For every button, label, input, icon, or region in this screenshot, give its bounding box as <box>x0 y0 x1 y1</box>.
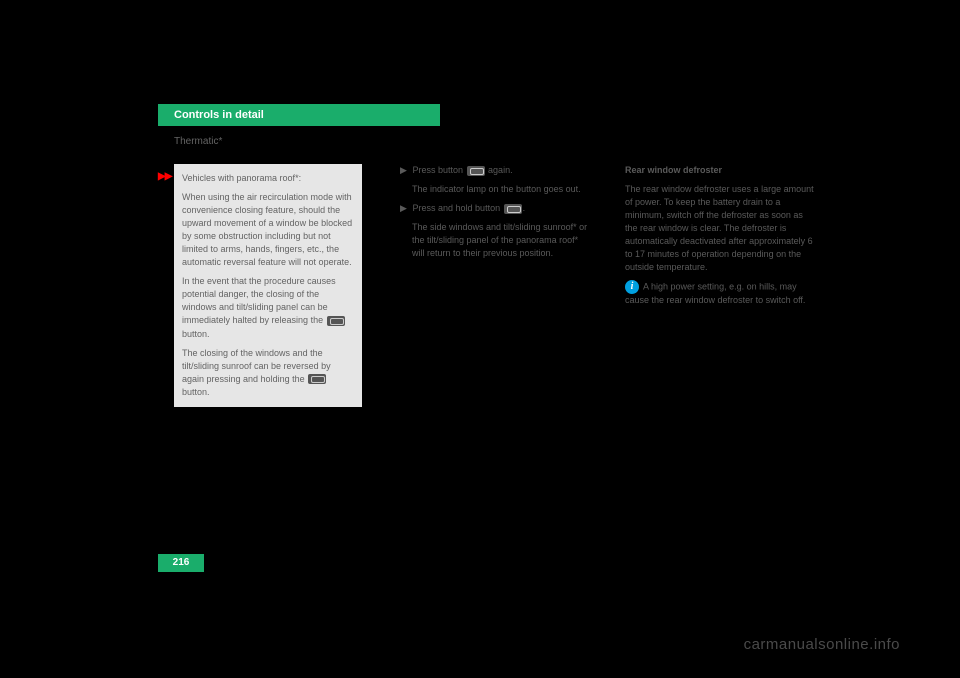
col3-p1: The rear window defroster uses a large a… <box>625 183 815 274</box>
section-header: Controls in detail <box>158 104 440 126</box>
col2-heading-a: Press button <box>413 165 466 175</box>
subheading: Thermatic* <box>174 135 222 150</box>
warning-icon: ▶▶ <box>158 170 171 185</box>
watermark: carmanualsonline.info <box>744 634 900 656</box>
warning-p4: The closing of the windows and the tilt/… <box>182 347 354 399</box>
warning-p3: In the event that the procedure causes p… <box>182 275 354 340</box>
col2-line2: The indicator lamp on the button goes ou… <box>400 183 590 196</box>
warning-p4-b: button. <box>182 387 210 397</box>
warning-box: Vehicles with panorama roof*: When using… <box>174 164 362 407</box>
col3-info: i A high power setting, e.g. on hills, m… <box>625 280 815 307</box>
section-title: Controls in detail <box>174 109 264 121</box>
info-icon: i <box>625 280 639 294</box>
col2-line3: ▶ Press and hold button . <box>400 202 590 215</box>
recirculation-button-icon <box>327 316 345 326</box>
step-arrow-icon: ▶ <box>400 202 410 215</box>
col2-line4: The side windows and tilt/sliding sunroo… <box>400 221 590 260</box>
warning-p2: When using the air recirculation mode wi… <box>182 191 354 269</box>
recirculation-button-icon <box>308 374 326 384</box>
col2-line3-b: . <box>523 203 526 213</box>
column-3: Rear window defroster The rear window de… <box>625 164 815 313</box>
warning-p3-a: In the event that the procedure causes p… <box>182 276 336 325</box>
col2-line3-a: Press and hold button <box>413 203 503 213</box>
warning-p1: Vehicles with panorama roof*: <box>182 172 354 185</box>
warning-p3-b: button. <box>182 329 210 339</box>
step-arrow-icon: ▶ <box>400 164 410 177</box>
col2-heading-b: again. <box>486 165 513 175</box>
col3-info-text: A high power setting, e.g. on hills, may… <box>625 282 805 306</box>
col2-line1: ▶ Press button again. <box>400 164 590 177</box>
col3-heading: Rear window defroster <box>625 164 815 177</box>
column-2: ▶ Press button again. The indicator lamp… <box>400 164 590 266</box>
recirculation-button-icon <box>504 204 522 214</box>
recirculation-button-icon <box>467 166 485 176</box>
page-number: 216 <box>158 554 204 572</box>
